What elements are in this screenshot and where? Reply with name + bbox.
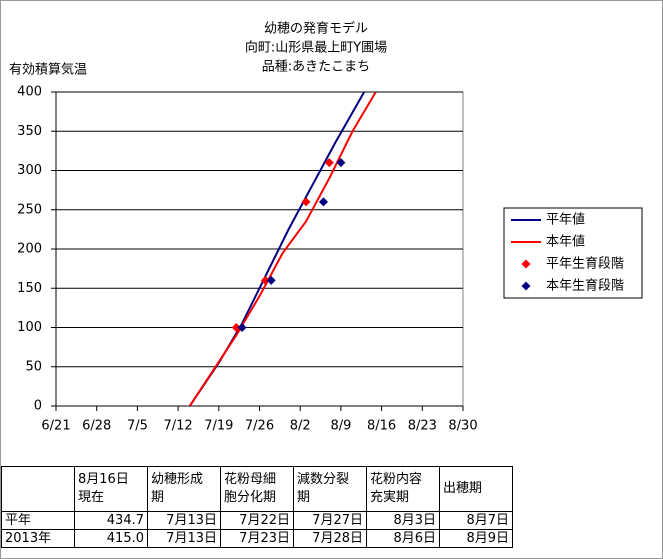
header-text: 現在	[78, 490, 105, 505]
corner-cell	[1, 466, 75, 512]
y-axis-label: 有効積算気温	[9, 62, 87, 78]
data-table: 8月16日 現在 幼穂形成期花粉母細 胞分化期 減数分裂期花粉内容 充実期 出穂期 平年 434…	[1, 466, 513, 548]
value-cell: 7月28日	[293, 529, 367, 548]
stage-marker	[231, 323, 241, 332]
legend-label: 平年生育段階	[546, 256, 624, 272]
header-cell: 出穂期	[439, 466, 513, 512]
header-cell: 花粉母細 胞分化期	[220, 466, 294, 512]
y-tick-label: 250	[17, 202, 42, 217]
header-row: 8月16日 現在 幼穂形成期花粉母細 胞分化期 減数分裂期花粉内容 充実期 出穂期	[1, 466, 513, 512]
stage-marker	[324, 158, 334, 168]
legend-marker	[521, 259, 531, 269]
y-tick-label: 200	[17, 242, 42, 257]
value-cell: 8月9日	[439, 529, 513, 548]
header-text: 出穂期	[443, 481, 483, 496]
header-text: 減数分裂	[297, 472, 350, 487]
y-tick-label: 150	[17, 281, 42, 296]
x-tick-label: 8/30	[448, 419, 477, 434]
value-cell: 7月22日	[220, 511, 294, 530]
value-cell: 8月7日	[439, 511, 513, 530]
x-tick-label: 6/28	[82, 419, 111, 434]
header-cell: 8月16日現在	[74, 466, 148, 512]
header-text: 幼穂形成	[151, 472, 204, 487]
x-tick-label: 8/16	[367, 419, 396, 434]
table-row: 平年 434.7 7月13日 7月22日 7月27日 8月3日 8月7日	[1, 511, 513, 530]
stage-marker	[301, 197, 311, 207]
stage-marker	[318, 197, 328, 207]
value-cell: 7月27日	[293, 511, 367, 530]
x-tick-label: 8/23	[408, 419, 437, 434]
y-tick-label: 350	[17, 124, 42, 139]
legend-marker	[521, 281, 531, 291]
legend-label: 本年値	[546, 234, 585, 250]
x-tick-label: 6/21	[41, 419, 70, 434]
x-tick-label: 7/19	[204, 419, 233, 434]
y-tick-label: 300	[17, 163, 42, 178]
header-cell: 花粉内容 充実期	[366, 466, 440, 512]
header-text: 8月16日	[78, 472, 129, 487]
x-tick-label: 7/12	[163, 419, 192, 434]
table-row: 2013年 415.0 7月13日 7月23日 7月28日 8月6日 8月9日	[1, 529, 513, 548]
chart-title: 幼穂の発育モデル	[264, 21, 368, 37]
stage-marker	[237, 323, 247, 332]
stage-marker	[260, 275, 270, 285]
row-label: 平年	[1, 511, 75, 530]
value-cell: 415.0	[74, 529, 148, 548]
header-text: 花粉内容	[370, 472, 423, 487]
value-cell: 7月13日	[147, 511, 221, 530]
value-cell: 8月3日	[366, 511, 440, 530]
y-tick-label: 100	[17, 320, 42, 335]
header-cell: 減数分裂期	[293, 466, 367, 512]
legend-label: 平年値	[546, 212, 585, 228]
stage-marker	[336, 158, 346, 168]
value-cell: 7月13日	[147, 529, 221, 548]
header-text: 期	[297, 490, 311, 505]
x-tick-label: 8/9	[330, 419, 351, 434]
header-text: 胞分化期	[224, 490, 277, 505]
stage-marker	[266, 275, 276, 285]
value-cell: 434.7	[74, 511, 148, 530]
x-tick-label: 7/26	[245, 419, 274, 434]
header-cell: 幼穂形成期	[147, 466, 221, 512]
chart-title: 品種:あきたこまち	[262, 59, 370, 75]
legend-label: 本年生育段階	[546, 278, 624, 294]
header-text: 充実期	[370, 490, 410, 505]
header-text: 期	[151, 490, 165, 505]
y-tick-label: 400	[17, 85, 42, 100]
chart-title: 向町:山形県最上町Y圃場	[245, 40, 387, 56]
row-label: 2013年	[1, 529, 75, 548]
y-tick-label: 0	[34, 399, 42, 414]
value-cell: 8月6日	[366, 529, 440, 548]
x-tick-label: 7/5	[127, 419, 148, 434]
x-tick-label: 8/2	[290, 419, 311, 434]
series-line	[188, 92, 377, 406]
y-tick-label: 50	[25, 359, 42, 374]
value-cell: 7月23日	[220, 529, 294, 548]
header-text: 花粉母細	[224, 472, 277, 487]
